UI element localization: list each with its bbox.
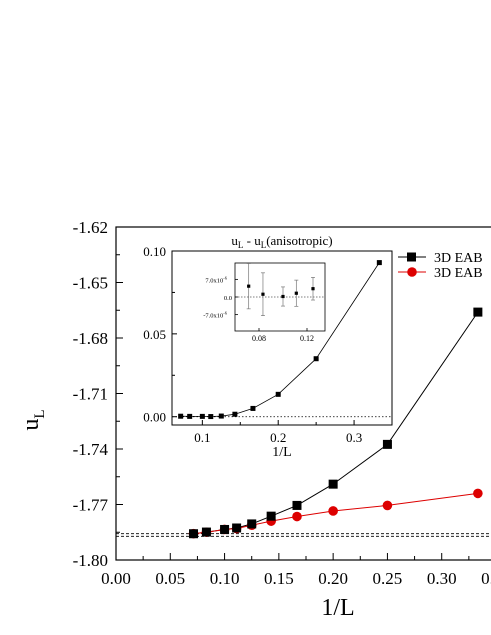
x-tick-label: 0.25 — [373, 569, 403, 588]
inset-marker — [199, 413, 205, 419]
inset-x-tick-label: 0.2 — [270, 430, 286, 445]
nested-x-tick-label: 0.12 — [300, 334, 314, 343]
marker-circle — [382, 500, 393, 511]
y-tick-label: -1.65 — [73, 274, 108, 293]
x-tick-label: 0.15 — [264, 569, 294, 588]
marker-square — [382, 439, 392, 449]
inset-x-tick-label: 0.3 — [346, 430, 362, 445]
inset-marker — [232, 411, 238, 417]
inset-marker — [376, 260, 382, 266]
inset-line — [180, 262, 380, 417]
x-tick-label: 0.05 — [155, 569, 185, 588]
nested-x-axis-ticks: 0.08 0.12 — [252, 328, 314, 343]
nested-y-tick-label: 0.0 — [224, 295, 232, 302]
series-markers — [188, 307, 483, 539]
inset-marker — [208, 414, 214, 420]
nested-y-tick-label: 7.0x10-6 — [205, 275, 227, 284]
inset-marker — [313, 356, 319, 362]
inset-series-line — [180, 262, 380, 417]
marker-square — [292, 500, 302, 510]
nested-marker — [261, 292, 265, 296]
series-lines — [193, 311, 479, 535]
y-tick-label: -1.77 — [73, 496, 109, 515]
nested-marker — [294, 291, 298, 295]
x-tick-label: 0.10 — [210, 569, 240, 588]
inset-marker — [187, 413, 193, 419]
marker-square — [247, 519, 257, 529]
inset-y-tick-label: 0.05 — [143, 327, 166, 342]
x-axis-title: 1/L — [321, 595, 354, 621]
inset-title: uL - uL(anisotropic) — [231, 233, 332, 250]
inset-marker — [178, 413, 184, 419]
nested-markers — [246, 263, 315, 316]
inset-y-tick-label: 0.10 — [143, 244, 166, 259]
marker-square — [473, 307, 483, 317]
legend-label-0: 3D EAB — [434, 251, 483, 266]
nested-x-tick-label: 0.08 — [252, 334, 266, 343]
y-tick-label: -1.62 — [73, 218, 108, 237]
inset-x-axis-title: 1/L — [272, 445, 291, 460]
marker-circle — [328, 506, 338, 516]
x-tick-label: 0.35 — [481, 569, 491, 588]
marker-square — [201, 527, 211, 537]
legend: 3D EAB 3D EAB — [398, 251, 483, 281]
nested-y-axis-ticks: 7.0x10-6 0.0 -7.0x10-6 — [203, 275, 238, 320]
y-axis-title: uL — [18, 409, 48, 430]
y-tick-label: -1.68 — [73, 329, 108, 348]
inset-y-tick-label: 0.00 — [143, 410, 166, 425]
legend-marker-0 — [407, 252, 416, 262]
marker-square — [328, 479, 338, 489]
marker-circle — [473, 488, 483, 499]
series-line-1 — [193, 492, 478, 535]
x-tick-label: 0.30 — [427, 569, 457, 588]
main-plot: 0.000.050.100.150.200.250.300.35 -1.80-1… — [18, 218, 491, 621]
y-tick-label: -1.71 — [73, 385, 108, 404]
nested-inset-plot: 0.08 0.12 7.0x10-6 0.0 -7.0x10-6 — [203, 262, 326, 343]
inset-marker — [250, 405, 256, 411]
marker-circle — [292, 511, 302, 522]
inset-marker — [275, 391, 281, 397]
nested-marker — [311, 287, 315, 291]
y-axis-ticks: -1.80 -1.77 -1.74 -1.71 -1.68 -1.65 -1.62 — [73, 218, 123, 570]
legend-label-1: 3D EAB — [434, 266, 483, 281]
x-tick-label: 0.00 — [101, 569, 131, 588]
inset-series-markers — [178, 260, 382, 420]
legend-marker-1 — [407, 267, 417, 277]
inset-x-tick-label: 0.1 — [194, 430, 210, 445]
marker-square — [232, 523, 242, 533]
y-tick-label: -1.74 — [73, 440, 109, 459]
nested-y-tick-label: -7.0x10-6 — [203, 311, 228, 320]
inset-y-axis-ticks: 0.00 0.05 0.10 — [143, 244, 177, 425]
inset-marker — [218, 413, 224, 419]
reference-lines — [116, 533, 491, 537]
x-tick-label: 0.20 — [318, 569, 348, 588]
nested-marker — [247, 284, 251, 288]
nested-marker — [281, 294, 285, 299]
x-axis-ticks: 0.00 0.05 0.10 0.15 0.20 0.25 0.30 0.35 — [101, 553, 491, 588]
marker-square — [266, 511, 276, 521]
y-tick-label: -1.80 — [73, 551, 108, 570]
marker-square — [189, 529, 199, 539]
inset-x-axis-ticks: 0.1 0.2 0.3 — [194, 420, 362, 445]
marker-square — [220, 524, 230, 534]
